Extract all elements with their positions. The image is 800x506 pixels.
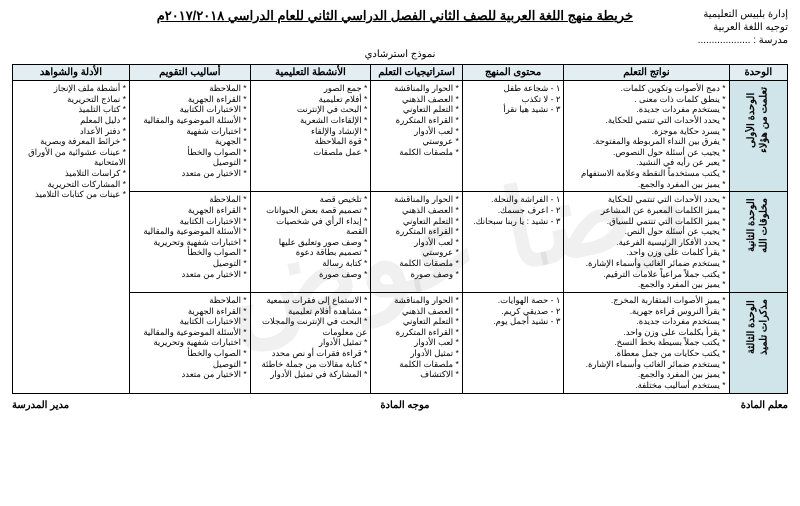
footer-right: معلم المادة	[741, 400, 788, 411]
assessment-cell: * الملاحظة* القراءة الجهرية* الاختبارات …	[129, 81, 250, 192]
footer-center: موجه المادة	[380, 400, 429, 411]
activities-cell: * جمع الصور* أفلام تعليمية* البحث في الإ…	[250, 81, 371, 192]
table-header-row: الوحدة نواتج التعلم محتوى المنهج استراتي…	[13, 65, 788, 81]
subtitle: نموذج استرشادي	[12, 49, 788, 60]
outcomes-cell: * يميز الأصوات المتقاربة المخرج.* يقرأ ا…	[564, 292, 729, 393]
table-body: الوحدة الأولىتعلمت من هؤلاء * دمج الأصوا…	[13, 81, 788, 394]
activities-cell: * الاستماع إلى فقرات سمعية* مشاهدة أفلام…	[250, 292, 371, 393]
unit-cell: الوحدة الأولىتعلمت من هؤلاء	[729, 81, 787, 192]
col-assessment: أساليب التقويم	[129, 65, 250, 81]
col-unit: الوحدة	[729, 65, 787, 81]
content-cell: ١ - شجاعة طفل٢ - لا تكذب٣ - نشيد هيا نقر…	[462, 81, 564, 192]
content-cell: ١ - حصة الهوايات.٢ - صديقي كريم.٣ - نشيد…	[462, 292, 564, 393]
outcomes-cell: * دمج الأصوات وتكوين كلمات.* ينطق كلمات …	[564, 81, 729, 192]
header-admin: إدارة بلبيس التعليمية توجيه اللغة العربي…	[698, 8, 788, 47]
evidence-cell: * أنشطة ملف الإنجاز* نماذج التحريرية* كت…	[13, 81, 130, 394]
col-evidence: الأدلة والشواهد	[13, 65, 130, 81]
admin-line-3: مدرسة : ...................	[698, 34, 788, 47]
admin-line-2: توجيه اللغة العربية	[698, 21, 788, 34]
header: إدارة بلبيس التعليمية توجيه اللغة العربي…	[12, 8, 788, 47]
outcomes-cell: * يحدد الأحداث التي تنتمي للحكاية* يميز …	[564, 192, 729, 293]
col-activities: الأنشطة التعليمية	[250, 65, 371, 81]
assessment-cell: * الملاحظة* القراءة الجهرية* الاختبارات …	[129, 192, 250, 293]
page-title: خريطة منهج اللغة العربية للصف الثاني الف…	[92, 8, 698, 24]
assessment-cell: * الملاحظة* القراءة الجهرية* الاختبارات …	[129, 292, 250, 393]
strategies-cell: * الحوار والمناقشة* العصف الذهني* التعلم…	[371, 192, 462, 293]
table-row: الوحدة الثالثةمذكرات تلميذ * يميز الأصوا…	[13, 292, 788, 393]
table-row: الوحدة الثانيةمخلوقات الله * يحدد الأحدا…	[13, 192, 788, 293]
unit-cell: الوحدة الثالثةمذكرات تلميذ	[729, 292, 787, 393]
activities-cell: * تلخيص قصة* تصميم قصة بعض الحيوانات* إب…	[250, 192, 371, 293]
footer-left: مدير المدرسة	[12, 400, 69, 411]
table-row: الوحدة الأولىتعلمت من هؤلاء * دمج الأصوا…	[13, 81, 788, 192]
footer: معلم المادة موجه المادة مدير المدرسة	[12, 400, 788, 411]
strategies-cell: * الحوار والمناقشة* العصف الذهني* التعلم…	[371, 292, 462, 393]
col-strategies: استراتيجيات التعلم	[371, 65, 462, 81]
col-outcomes: نواتج التعلم	[564, 65, 729, 81]
curriculum-table: الوحدة نواتج التعلم محتوى المنهج استراتي…	[12, 64, 788, 394]
col-content: محتوى المنهج	[462, 65, 564, 81]
admin-line-1: إدارة بلبيس التعليمية	[698, 8, 788, 21]
content-cell: ١ - الفراشة والنحلة.٢ - اعرف جسمك.٣ - نش…	[462, 192, 564, 293]
unit-cell: الوحدة الثانيةمخلوقات الله	[729, 192, 787, 293]
strategies-cell: * الحوار والمناقشة* العصف الذهني* التعلم…	[371, 81, 462, 192]
